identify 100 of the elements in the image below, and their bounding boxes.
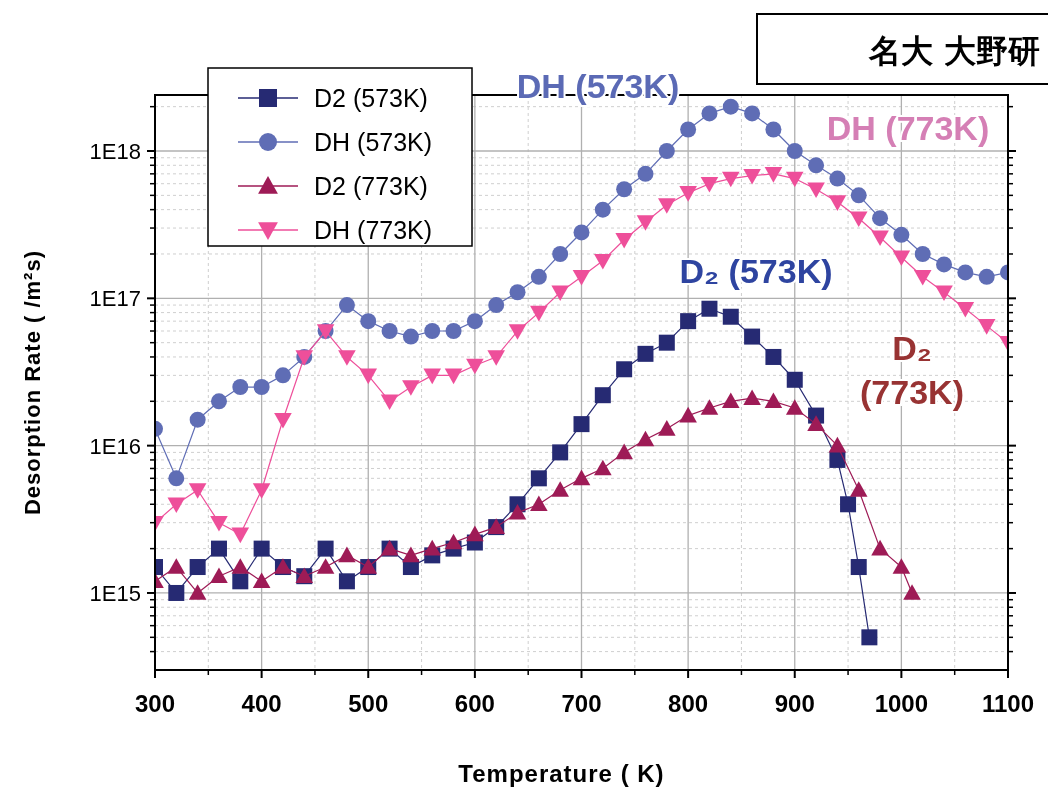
x-tick-label: 300 <box>134 690 176 717</box>
point <box>188 584 207 600</box>
point <box>903 584 921 600</box>
point <box>828 195 847 211</box>
point <box>466 358 484 375</box>
point <box>936 256 953 273</box>
point <box>274 412 292 429</box>
point <box>829 170 846 187</box>
point <box>977 319 996 335</box>
point <box>615 232 633 249</box>
point <box>359 368 378 385</box>
legend-label: DH (773K) <box>314 216 433 244</box>
point <box>658 143 675 160</box>
point <box>701 105 718 122</box>
x-tick-label: 1000 <box>874 690 929 717</box>
x-tick-label: 700 <box>561 690 602 717</box>
point <box>956 301 975 318</box>
point <box>808 157 825 174</box>
point <box>658 198 676 214</box>
point <box>700 176 719 193</box>
point <box>893 226 910 243</box>
point <box>701 300 718 317</box>
point <box>444 533 463 550</box>
point <box>722 308 739 325</box>
point <box>210 540 227 557</box>
point <box>637 165 654 182</box>
point <box>168 584 185 601</box>
point <box>744 105 761 122</box>
point <box>935 285 953 302</box>
point <box>850 187 867 204</box>
point <box>338 297 355 314</box>
point <box>594 253 612 270</box>
legend-label: DH (573K) <box>314 128 433 156</box>
point <box>231 558 250 574</box>
point <box>530 470 547 487</box>
x-axis-title: Temperature ( K) <box>458 760 665 787</box>
x-tick-label: 1100 <box>981 690 1035 717</box>
x-tick-label: 900 <box>774 690 815 717</box>
point <box>637 345 654 362</box>
point <box>488 297 505 314</box>
point <box>274 367 291 384</box>
point <box>679 186 697 202</box>
point <box>381 323 398 340</box>
point <box>552 245 569 262</box>
point <box>786 143 803 160</box>
point <box>189 559 206 576</box>
point <box>530 495 548 512</box>
point <box>402 328 419 345</box>
point <box>316 558 335 574</box>
point <box>849 211 868 227</box>
point <box>849 481 868 497</box>
y-tick-label: 1E15 <box>89 580 141 606</box>
point <box>700 399 719 415</box>
point <box>573 416 590 433</box>
x-tick-label: 500 <box>348 690 389 717</box>
point <box>914 245 931 262</box>
point <box>807 182 825 199</box>
point <box>509 284 526 301</box>
point <box>871 539 889 556</box>
annotation: D₂ (573K) <box>679 252 833 290</box>
point <box>680 121 697 138</box>
point <box>253 379 270 396</box>
point <box>530 268 547 285</box>
point <box>721 392 740 409</box>
point <box>402 546 420 563</box>
point <box>765 348 782 365</box>
point <box>785 171 804 188</box>
point <box>253 540 270 557</box>
point <box>402 380 420 396</box>
point <box>338 546 356 563</box>
legend-label: D2 (773K) <box>314 172 428 200</box>
point <box>616 181 633 198</box>
point <box>423 539 442 556</box>
point <box>210 515 228 532</box>
point <box>892 558 911 574</box>
x-tick-label: 600 <box>454 690 495 717</box>
point <box>594 387 611 404</box>
point <box>252 572 271 589</box>
point <box>828 436 847 453</box>
point <box>829 451 846 468</box>
point <box>252 483 271 499</box>
point <box>594 201 611 218</box>
point <box>231 527 250 544</box>
legend-label: D2 (573K) <box>314 84 428 112</box>
point <box>785 399 804 415</box>
point <box>572 270 591 286</box>
point <box>424 323 441 340</box>
point <box>871 230 889 246</box>
point <box>850 559 867 576</box>
x-tick-label: 800 <box>668 690 709 717</box>
point <box>658 420 676 436</box>
point <box>764 392 783 409</box>
point <box>530 305 548 322</box>
point <box>466 525 484 542</box>
point <box>188 483 207 499</box>
point <box>210 567 228 583</box>
point <box>872 210 889 227</box>
point <box>444 368 463 385</box>
y-tick-label: 1E16 <box>89 433 141 459</box>
point <box>487 350 505 366</box>
